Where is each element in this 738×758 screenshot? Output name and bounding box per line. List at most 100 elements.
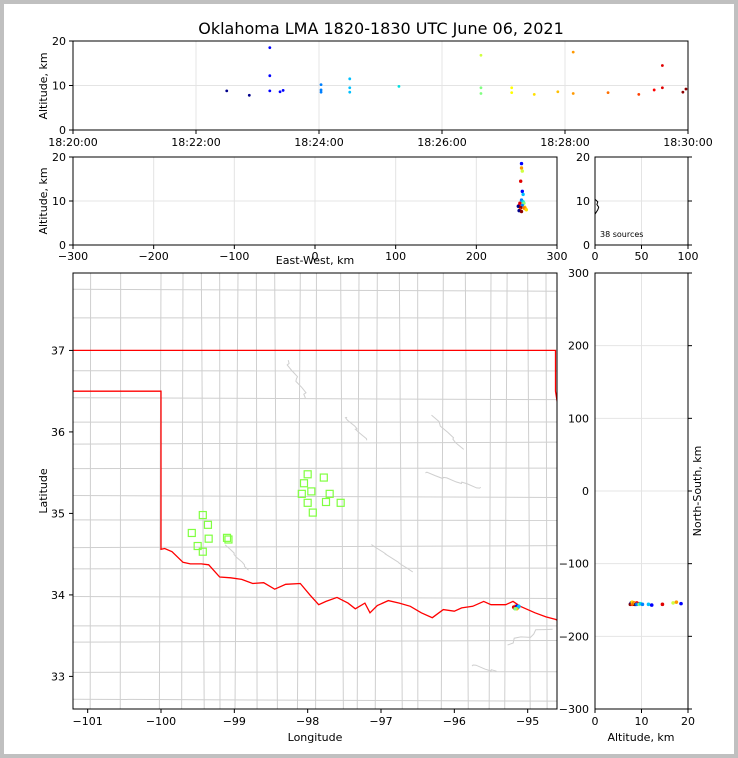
time-altitude-point — [225, 89, 229, 93]
lma-station-marker — [193, 541, 202, 551]
lma-station-marker — [303, 498, 312, 507]
ns-altitude-tick-label: 10 — [635, 715, 649, 728]
time-altitude-point — [556, 90, 560, 94]
time-altitude-point — [278, 90, 282, 94]
lma-station-marker — [299, 479, 309, 488]
county-boundary — [158, 273, 162, 709]
lma-station-marker — [336, 498, 345, 507]
time-altitude-point — [397, 84, 401, 88]
time-altitude-point — [319, 88, 323, 92]
time-altitude-point — [479, 53, 483, 57]
lma-station-marker — [321, 497, 331, 507]
altitude-tick-label: 0 — [59, 124, 66, 137]
time-altitude-point — [479, 92, 483, 95]
lma-station-marker — [307, 487, 316, 496]
time-altitude-point — [319, 83, 323, 87]
time-altitude-point — [571, 92, 575, 95]
time-tick-label: 18:26:00 — [417, 136, 466, 149]
county-boundary — [344, 416, 368, 441]
county-boundary — [371, 544, 414, 573]
north-south-tick-label: 200 — [568, 340, 589, 353]
county-boundary — [274, 273, 278, 709]
ns-altitude-point — [679, 601, 683, 606]
county-boundary — [73, 596, 557, 599]
oklahoma-state-border — [73, 349, 557, 621]
altitude-time-ylabel: Altitude, km — [37, 52, 50, 119]
longitude-tick-label: −100 — [146, 715, 176, 728]
altitude-time-panel: 18:20:00 18:22:00 18:24:00 18:26:00 18:28:00… — [37, 35, 713, 149]
county-boundary — [356, 273, 360, 709]
source-count-label: 38 sources — [600, 230, 643, 239]
time-altitude-point — [510, 91, 514, 95]
eastwest-altitude-point — [524, 208, 529, 212]
time-altitude-point — [268, 46, 272, 50]
latitude-tick-label: 36 — [51, 426, 65, 439]
plan-view-panel: −101 −100 −99 −98 −97 −96 −95 33 34 35 36 37 Longit… — [37, 272, 558, 744]
longitude-label: Longitude — [288, 731, 343, 744]
north-south-tick-label: −200 — [559, 630, 589, 643]
county-boundary — [488, 273, 492, 709]
time-tick-label: 18:20:00 — [48, 136, 97, 149]
altitude-tick-label: 10 — [52, 80, 66, 93]
lma-station-marker — [319, 473, 328, 482]
eastwest-tick-label: 0 — [312, 250, 319, 263]
histogram-tick-label: 20 — [576, 151, 590, 164]
eastwest-altitude-point — [519, 161, 524, 166]
eastwest-altitude-point — [520, 189, 525, 194]
time-altitude-point — [532, 93, 536, 96]
time-altitude-point — [660, 64, 664, 67]
county-boundary — [398, 273, 403, 709]
county-boundary — [315, 273, 317, 709]
longitude-tick-label: −96 — [443, 715, 466, 728]
county-boundary — [374, 273, 378, 709]
ns-altitude-point — [660, 602, 665, 607]
county-boundary — [471, 664, 497, 672]
county-boundary — [73, 441, 557, 445]
north-south-tick-label: −100 — [559, 558, 589, 571]
time-tick-label: 18:24:00 — [294, 136, 343, 149]
plan-view-axes — [72, 272, 558, 710]
lma-station-marker — [297, 489, 306, 498]
county-boundary — [73, 288, 557, 292]
lma-station-marker — [187, 528, 196, 538]
county-boundary — [73, 640, 557, 643]
north-south-tick-label: −300 — [559, 703, 589, 716]
time-altitude-point — [348, 77, 352, 81]
ns-altitude-point — [674, 600, 679, 604]
eastwest-altitude-point — [521, 192, 525, 197]
county-boundary — [73, 671, 557, 673]
county-boundary — [255, 273, 258, 709]
histogram-tick-label: 10 — [576, 195, 590, 208]
altitude-tick-label: 20 — [52, 35, 66, 48]
time-altitude-point — [571, 50, 575, 54]
eastwest-tick-label: −100 — [219, 250, 249, 263]
time-altitude-point — [681, 90, 685, 94]
lma-station-marker — [198, 510, 207, 520]
altitude-eastwest-panel: −300 −200 −100 0 100 200 300 0 10 20 East-West, k… — [37, 151, 568, 267]
county-boundary — [507, 628, 553, 646]
time-altitude-point — [319, 90, 323, 94]
ns-altitude-point — [640, 602, 645, 607]
figure-frame: Oklahoma LMA 1820-1830 UTC June 06, 2021… — [4, 4, 734, 754]
lightning-source-point — [513, 606, 517, 611]
lma-station-marker — [222, 533, 232, 542]
lightning-source-point — [517, 604, 521, 609]
time-altitude-point — [510, 86, 514, 90]
time-altitude-point — [247, 93, 251, 97]
county-boundary — [431, 414, 465, 450]
time-tick-label: 18:28:00 — [540, 136, 589, 149]
histogram-tick-label: 100 — [678, 250, 699, 263]
north-south-tick-label: 300 — [568, 267, 589, 280]
longitude-tick-label: −95 — [516, 715, 539, 728]
county-boundary — [340, 273, 344, 709]
lma-station-marker — [204, 534, 213, 543]
time-altitude-point — [348, 90, 352, 94]
northsouth-altitude-panel: 0 10 20 −300 −200 −100 0 100 200 300 Altitude, km… — [559, 267, 704, 744]
eastwest-tick-label: −200 — [139, 250, 169, 263]
county-boundary — [73, 545, 557, 549]
county-boundary — [425, 471, 482, 489]
eastwest-tick-label: 300 — [547, 250, 568, 263]
eastwest-tick-label: 200 — [466, 250, 487, 263]
lma-station-marker — [224, 535, 233, 544]
county-boundary — [504, 273, 508, 709]
